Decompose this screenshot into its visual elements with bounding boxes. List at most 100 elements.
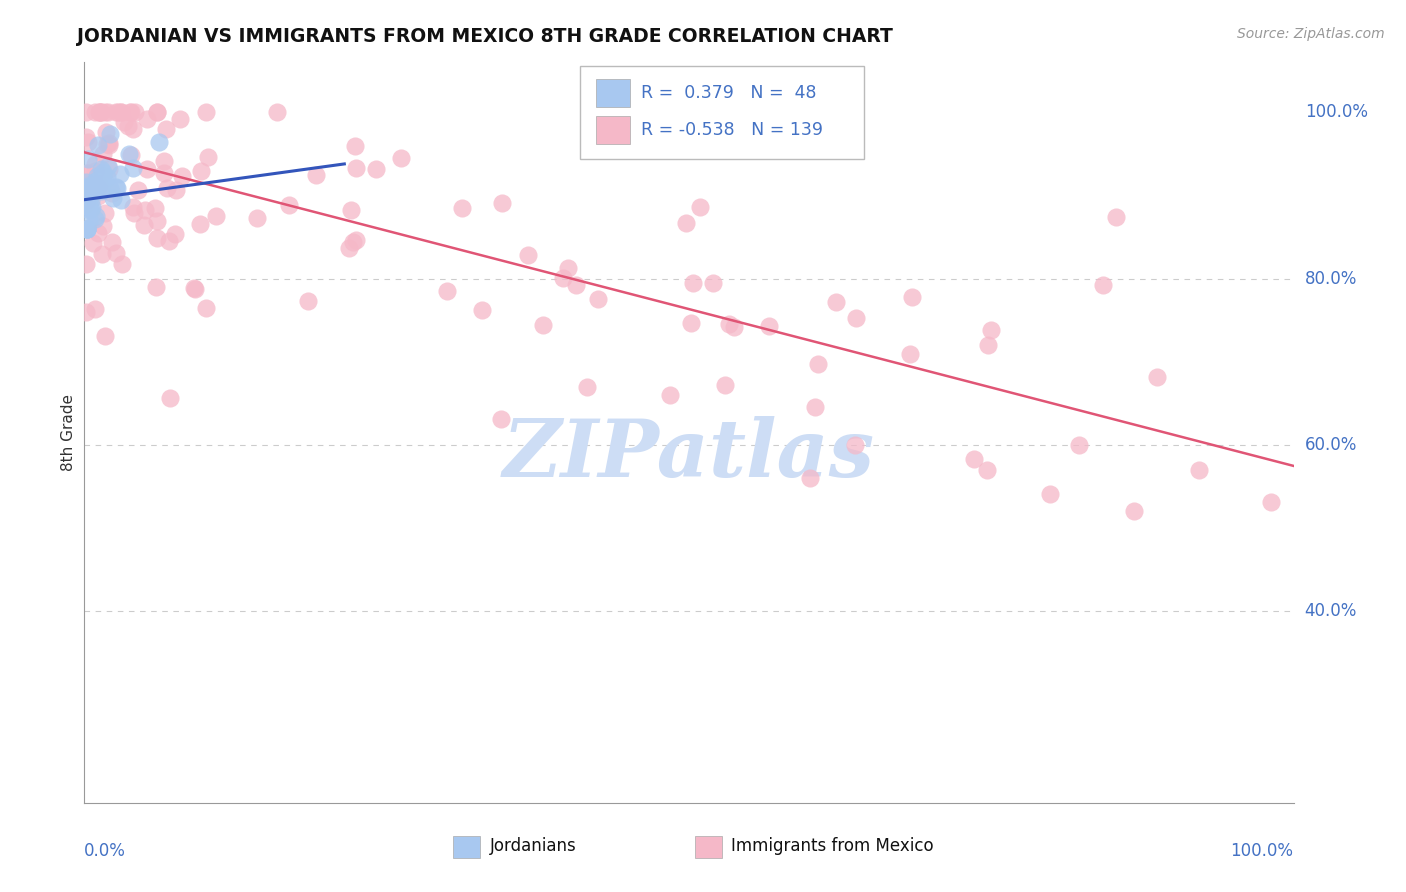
Point — [391, 151, 413, 165]
Point — [83, 302, 105, 317]
FancyBboxPatch shape — [581, 66, 865, 159]
Point — [80, 202, 103, 216]
Point — [197, 150, 219, 164]
Point — [104, 105, 127, 120]
Point — [659, 387, 682, 401]
Point — [159, 391, 181, 405]
Point — [184, 282, 207, 296]
Point — [146, 105, 169, 120]
Text: Jordanians: Jordanians — [489, 838, 576, 855]
Text: Source: ZipAtlas.com: Source: ZipAtlas.com — [1237, 27, 1385, 41]
Text: ZIPatlas: ZIPatlas — [503, 416, 875, 493]
Point — [75, 181, 97, 195]
Point — [94, 328, 117, 343]
Point — [120, 148, 142, 162]
Point — [103, 190, 125, 204]
Point — [84, 174, 107, 188]
Point — [156, 181, 179, 195]
Point — [76, 222, 98, 236]
Point — [90, 247, 112, 261]
Point — [136, 112, 159, 126]
Point — [76, 166, 98, 180]
Point — [77, 178, 100, 193]
Point — [79, 193, 101, 207]
Point — [84, 156, 107, 170]
Point — [75, 187, 97, 202]
Point — [1039, 486, 1062, 500]
Point — [83, 176, 105, 190]
Point — [76, 202, 98, 217]
Point — [110, 105, 132, 120]
Point — [94, 206, 117, 220]
Point — [122, 122, 145, 136]
Point — [122, 200, 145, 214]
Point — [675, 216, 697, 230]
Point — [79, 178, 101, 193]
Y-axis label: 8th Grade: 8th Grade — [60, 394, 76, 471]
Point — [82, 236, 104, 251]
Point — [80, 200, 103, 214]
Point — [76, 180, 98, 194]
Point — [120, 105, 142, 120]
Point — [105, 180, 128, 194]
Point — [111, 256, 134, 270]
Point — [76, 222, 98, 236]
Point — [90, 177, 112, 191]
Point — [122, 161, 145, 175]
Point — [153, 166, 176, 180]
Point — [1188, 463, 1211, 477]
Point — [87, 181, 110, 195]
Point — [305, 168, 328, 182]
Point — [75, 305, 97, 319]
Point — [1146, 370, 1168, 384]
Point — [84, 184, 107, 198]
Point — [900, 346, 922, 360]
Point — [77, 213, 100, 227]
Point — [143, 202, 166, 216]
Point — [87, 226, 110, 240]
Text: 100.0%: 100.0% — [1305, 103, 1368, 121]
Point — [84, 164, 107, 178]
Point — [845, 310, 868, 325]
FancyBboxPatch shape — [596, 78, 630, 107]
Point — [1104, 210, 1126, 224]
Point — [98, 127, 121, 141]
Point — [588, 292, 610, 306]
Point — [117, 119, 139, 133]
Point — [557, 260, 579, 275]
Point — [157, 234, 180, 248]
Point — [77, 152, 100, 166]
Point — [246, 211, 269, 226]
Point — [1260, 494, 1282, 508]
Point — [824, 294, 846, 309]
Point — [489, 412, 512, 426]
Point — [723, 319, 745, 334]
Point — [188, 217, 211, 231]
Point — [93, 173, 115, 187]
Point — [73, 196, 96, 211]
Point — [471, 303, 494, 318]
Text: 80.0%: 80.0% — [1305, 269, 1357, 288]
Point — [980, 323, 1002, 337]
Point — [91, 165, 114, 179]
Point — [713, 377, 735, 392]
Point — [97, 136, 120, 150]
Point — [100, 181, 122, 195]
Point — [87, 105, 110, 120]
Point — [86, 169, 108, 183]
Point — [551, 271, 574, 285]
Point — [90, 184, 112, 198]
Point — [75, 105, 97, 120]
Point — [76, 222, 98, 236]
Point — [100, 186, 122, 201]
Point — [124, 105, 146, 120]
Point — [76, 222, 98, 236]
FancyBboxPatch shape — [695, 836, 721, 858]
Point — [565, 277, 588, 292]
Point — [84, 105, 107, 120]
Text: R =  0.379   N =  48: R = 0.379 N = 48 — [641, 84, 815, 102]
Point — [75, 194, 97, 209]
Point — [170, 169, 193, 184]
Point — [86, 183, 108, 197]
Point — [165, 184, 187, 198]
